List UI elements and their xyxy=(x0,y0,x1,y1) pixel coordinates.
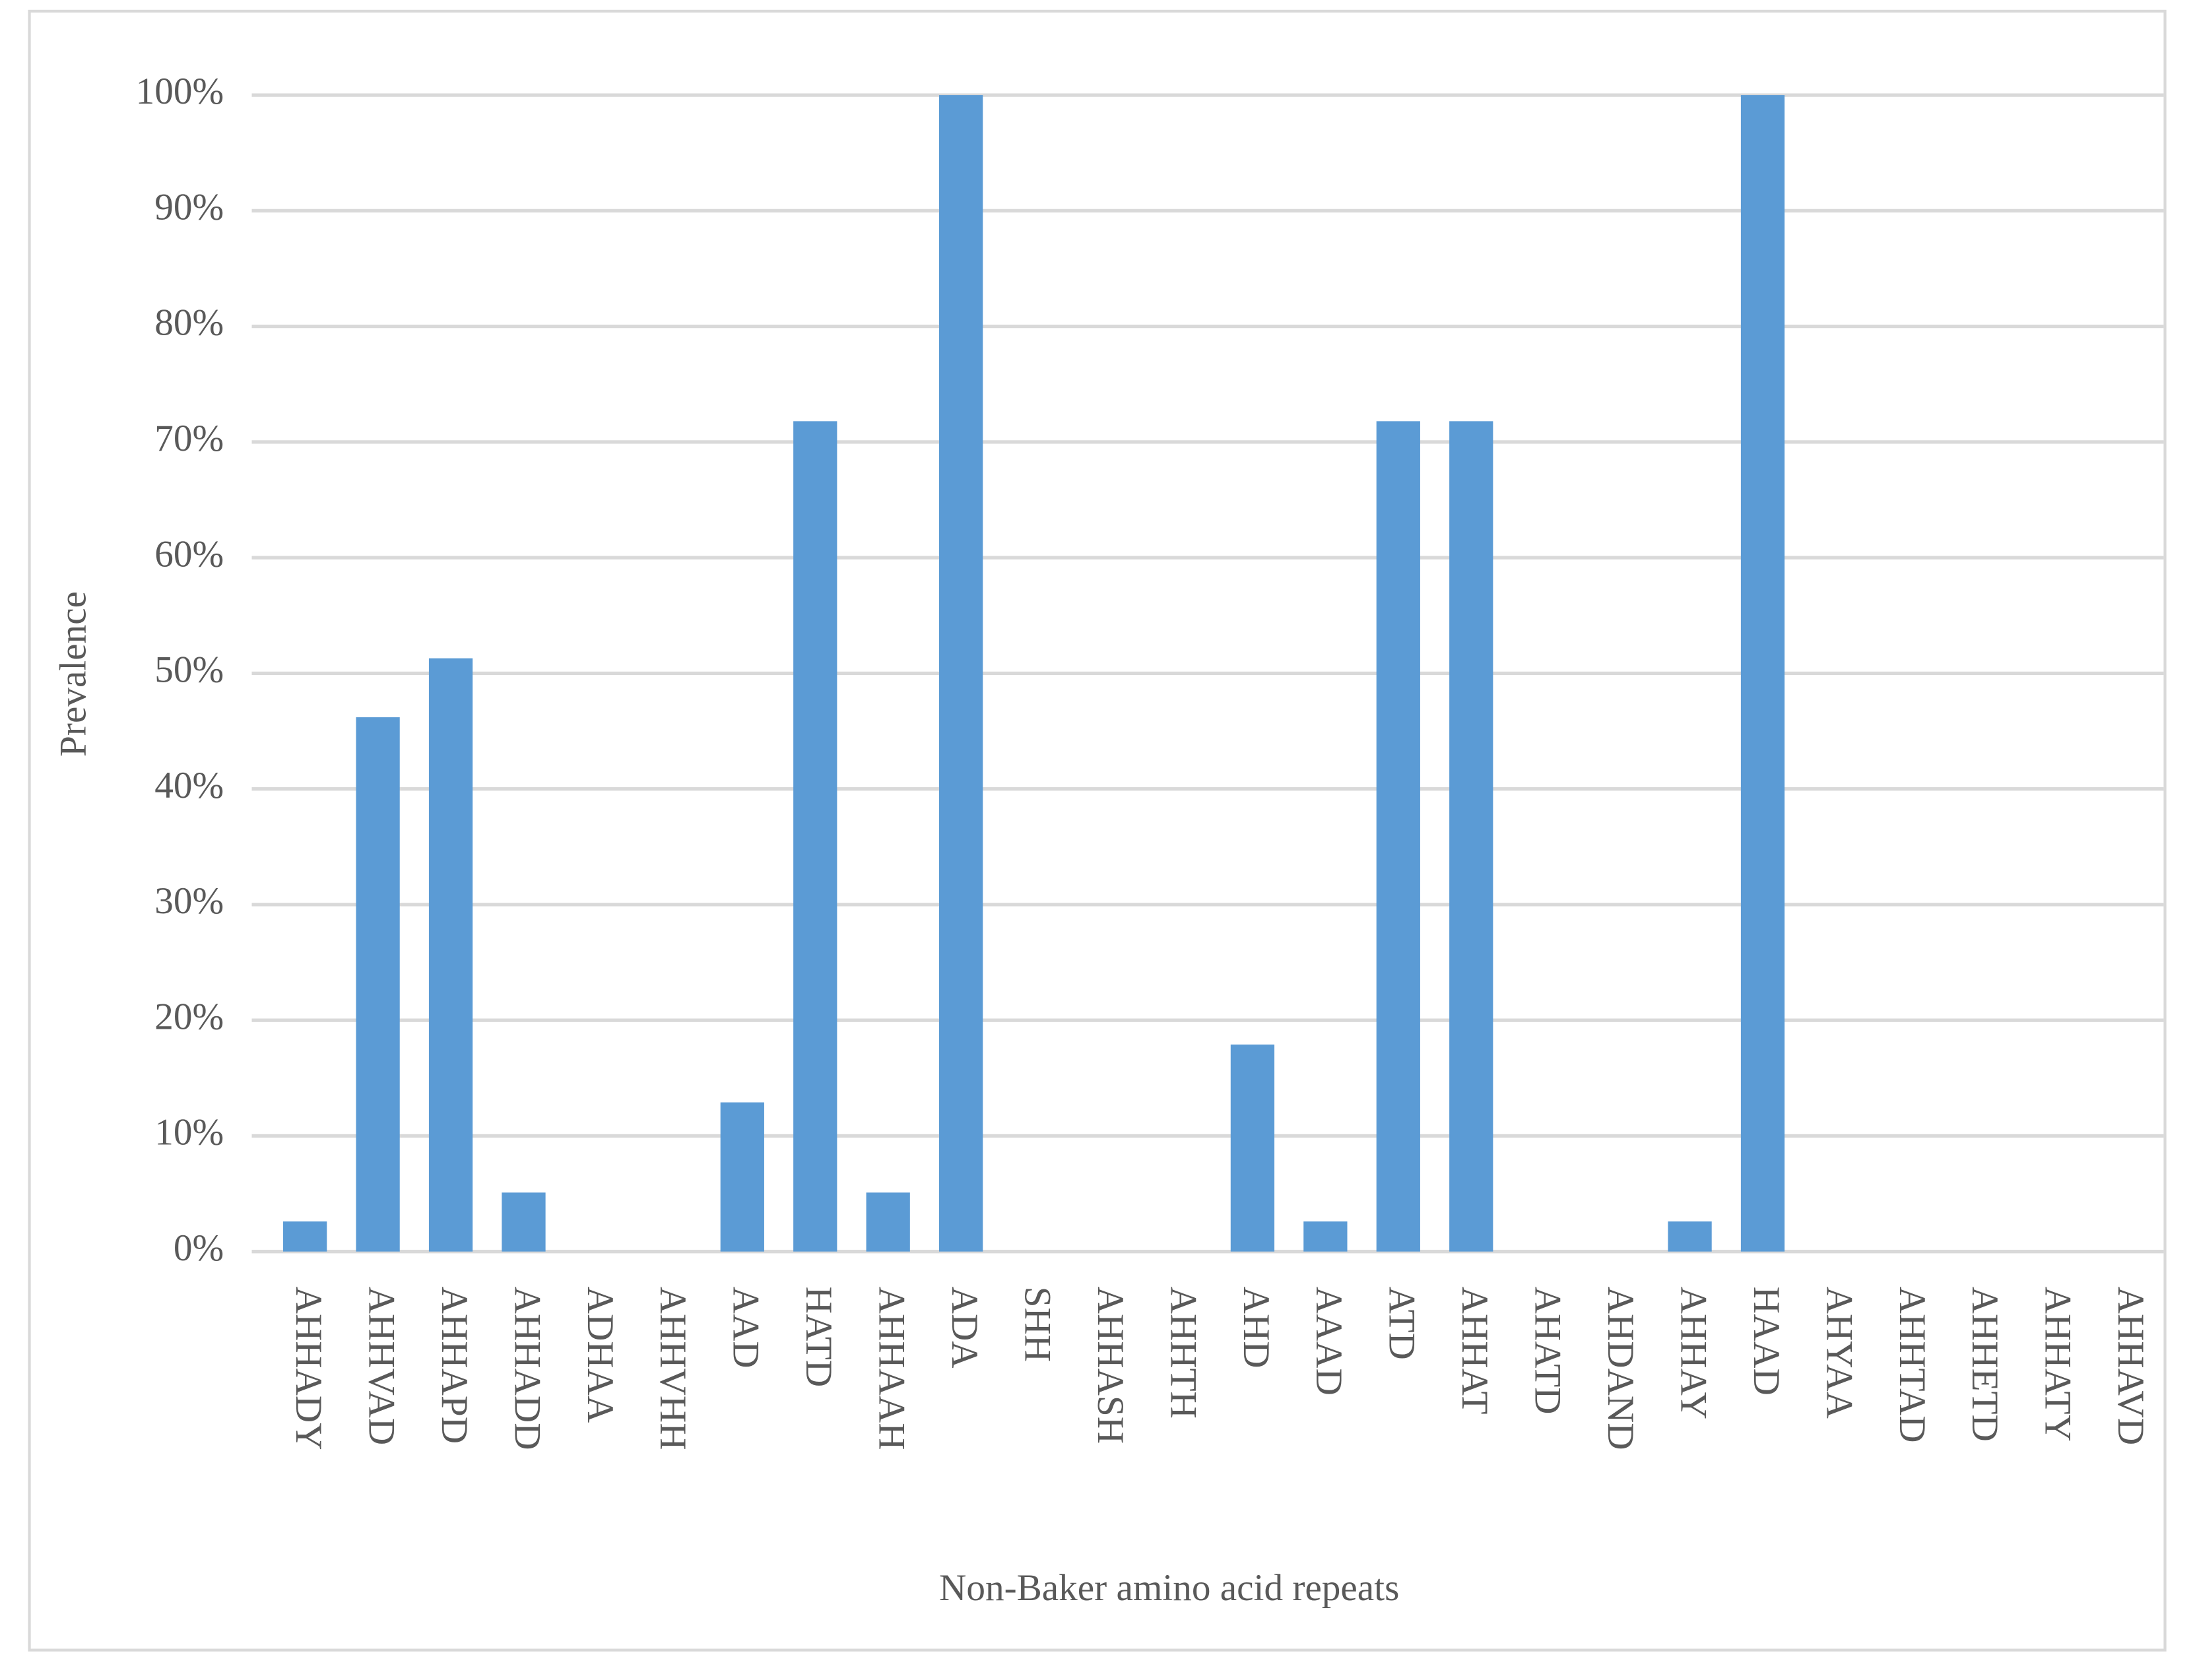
y-tick-label: 30% xyxy=(154,880,224,922)
x-tick-label: AHHAVD xyxy=(2110,1287,2151,1446)
bar xyxy=(428,658,473,1252)
bar xyxy=(866,1192,910,1252)
bar xyxy=(1668,1221,1712,1252)
chart-border xyxy=(28,9,2167,1652)
x-tick-label: AHDAND xyxy=(1600,1287,1641,1450)
y-tick-label: 60% xyxy=(154,533,224,575)
x-tick-label: AHYAA xyxy=(1818,1287,1860,1419)
y-tick-label: 20% xyxy=(154,996,224,1037)
x-tick-label: AHATD xyxy=(1527,1287,1569,1415)
y-tick-label: 40% xyxy=(154,765,224,806)
y-tick-label: 90% xyxy=(154,186,224,228)
bar xyxy=(1230,1044,1275,1252)
x-tick-label: AHHAAH xyxy=(871,1287,913,1450)
y-tick-label: 10% xyxy=(154,1112,224,1153)
bar xyxy=(1376,421,1420,1252)
x-tick-label: AAAD xyxy=(1308,1287,1350,1396)
bar xyxy=(939,95,983,1252)
x-tick-label: AHHVHH xyxy=(652,1287,694,1450)
bar xyxy=(356,717,400,1252)
x-axis-label: Non-Baker amino acid repeats xyxy=(939,1567,1399,1609)
x-tick-label: HAAD xyxy=(1746,1287,1787,1396)
x-tick-label: AHHATY xyxy=(2037,1287,2079,1442)
y-tick-label: 70% xyxy=(154,418,224,459)
x-tick-label: AHHAY xyxy=(1672,1287,1714,1419)
x-tick-label: AHHADY xyxy=(288,1287,329,1450)
x-tick-label: AHHASH xyxy=(1090,1287,1131,1444)
y-tick-label: 80% xyxy=(154,302,224,344)
x-tick-label: HATD xyxy=(798,1287,839,1388)
bar xyxy=(720,1102,764,1252)
x-tick-label: AHHAPD xyxy=(434,1287,475,1444)
x-tick-label: AAD xyxy=(725,1287,767,1369)
x-tick-label: ADA xyxy=(944,1287,985,1369)
x-tick-label: AHHVAD xyxy=(360,1287,402,1446)
bar xyxy=(502,1192,546,1252)
bar xyxy=(1449,421,1493,1252)
y-axis-label: Prevalence xyxy=(53,591,94,757)
bar xyxy=(793,421,837,1252)
x-tick-label: AHHTH xyxy=(1162,1287,1204,1419)
bar xyxy=(1303,1221,1348,1252)
x-tick-label: AHHAT xyxy=(1454,1287,1495,1415)
bar xyxy=(283,1221,327,1252)
x-tick-label: ATD xyxy=(1381,1287,1423,1360)
bar xyxy=(1740,95,1785,1252)
x-tick-label: AHHADD xyxy=(506,1287,548,1450)
x-tick-label: AHD xyxy=(1235,1287,1277,1369)
y-tick-label: 0% xyxy=(174,1227,224,1269)
x-tick-label: ADHAA xyxy=(579,1287,621,1423)
y-tick-label: 50% xyxy=(154,649,224,691)
x-tick-label: AHHTAD xyxy=(1891,1287,1933,1443)
x-tick-label: SHH xyxy=(1016,1287,1058,1362)
x-tick-label: AHHETD xyxy=(1964,1287,2006,1442)
y-tick-label: 100% xyxy=(136,71,224,112)
